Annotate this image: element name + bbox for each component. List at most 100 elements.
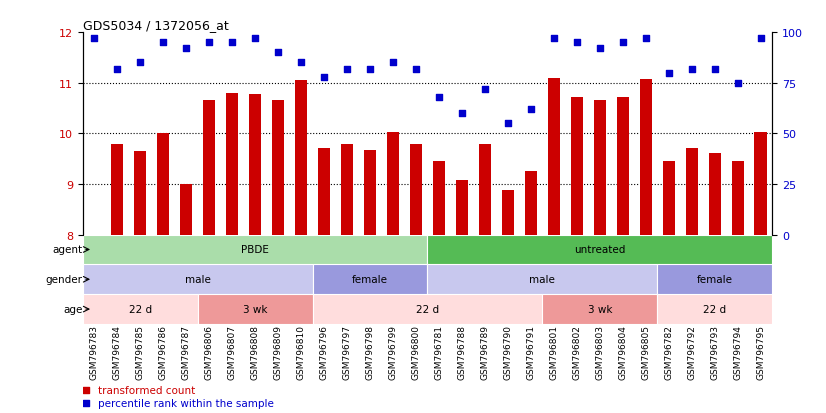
Point [639, 36, 653, 43]
Text: gender: gender [45, 275, 83, 285]
Text: GSM796795: GSM796795 [757, 324, 766, 379]
Point [686, 66, 699, 73]
Point [410, 66, 423, 73]
Text: 3 wk: 3 wk [243, 304, 268, 314]
Bar [732, 162, 744, 235]
Text: male: male [185, 275, 211, 285]
Point [249, 36, 262, 43]
Point [708, 66, 721, 73]
Point [754, 36, 767, 43]
Text: female: female [352, 275, 388, 285]
Text: 22 d: 22 d [129, 304, 152, 314]
Text: GSM796804: GSM796804 [619, 324, 628, 379]
Text: GSM796808: GSM796808 [250, 324, 259, 379]
Point [317, 74, 330, 81]
Text: GSM796785: GSM796785 [135, 324, 145, 379]
Text: GSM796806: GSM796806 [205, 324, 214, 379]
Bar [202, 101, 216, 235]
Text: GSM796783: GSM796783 [89, 324, 98, 379]
Text: GSM796802: GSM796802 [572, 324, 582, 379]
Bar [478, 145, 491, 235]
Bar [340, 145, 354, 235]
Text: transformed count: transformed count [97, 385, 195, 395]
Bar [83, 235, 428, 265]
Point [570, 40, 583, 46]
Bar [428, 235, 772, 265]
Bar [686, 148, 698, 235]
Bar [225, 94, 239, 235]
Text: GSM796794: GSM796794 [733, 324, 743, 379]
Text: GSM796797: GSM796797 [343, 324, 352, 379]
Bar [157, 134, 169, 235]
Text: GSM796803: GSM796803 [596, 324, 605, 379]
Point [478, 86, 491, 93]
Text: PBDE: PBDE [241, 245, 269, 255]
Text: GSM796782: GSM796782 [664, 324, 673, 379]
Point [731, 80, 744, 87]
Text: age: age [64, 304, 83, 314]
Bar [83, 294, 197, 324]
Bar [387, 133, 399, 235]
Point [593, 46, 606, 52]
Text: GSM796781: GSM796781 [434, 324, 444, 379]
Point [432, 94, 445, 101]
Point [156, 40, 169, 46]
Bar [456, 180, 468, 235]
Point [79, 399, 93, 406]
Text: GSM796787: GSM796787 [182, 324, 191, 379]
Bar [312, 265, 428, 294]
Point [272, 50, 285, 57]
Point [294, 60, 307, 66]
Text: GSM796801: GSM796801 [549, 324, 558, 379]
Point [548, 36, 561, 43]
Text: GSM796810: GSM796810 [297, 324, 306, 379]
Bar [272, 101, 284, 235]
Bar [662, 162, 675, 235]
Bar [428, 265, 657, 294]
Text: GSM796799: GSM796799 [388, 324, 397, 379]
Text: GDS5034 / 1372056_at: GDS5034 / 1372056_at [83, 19, 228, 32]
Point [455, 111, 468, 117]
Text: GSM796788: GSM796788 [458, 324, 467, 379]
Bar [312, 294, 543, 324]
Text: 3 wk: 3 wk [587, 304, 612, 314]
Point [179, 46, 192, 52]
Point [88, 36, 101, 43]
Text: GSM796800: GSM796800 [411, 324, 420, 379]
Bar [754, 133, 767, 235]
Text: GSM796807: GSM796807 [227, 324, 236, 379]
Bar [197, 294, 312, 324]
Bar [525, 172, 537, 235]
Text: GSM796786: GSM796786 [159, 324, 168, 379]
Text: agent: agent [53, 245, 83, 255]
Point [662, 70, 676, 77]
Bar [134, 152, 146, 235]
Text: 22 d: 22 d [703, 304, 726, 314]
Text: GSM796805: GSM796805 [641, 324, 650, 379]
Text: GSM796792: GSM796792 [687, 324, 696, 379]
Bar [295, 81, 307, 235]
Bar [639, 79, 653, 235]
Text: percentile rank within the sample: percentile rank within the sample [97, 398, 273, 408]
Bar [543, 294, 657, 324]
Text: female: female [697, 275, 733, 285]
Text: 22 d: 22 d [416, 304, 439, 314]
Bar [548, 78, 560, 235]
Point [202, 40, 216, 46]
Point [111, 66, 124, 73]
Bar [249, 95, 261, 235]
Text: GSM796791: GSM796791 [526, 324, 535, 379]
Bar [594, 101, 606, 235]
Bar [111, 145, 123, 235]
Bar [318, 148, 330, 235]
Text: GSM796784: GSM796784 [112, 324, 121, 379]
Point [363, 66, 377, 73]
Point [79, 387, 93, 394]
Bar [657, 265, 772, 294]
Text: GSM796793: GSM796793 [710, 324, 719, 379]
Bar [180, 185, 192, 235]
Bar [501, 190, 515, 235]
Text: GSM796796: GSM796796 [320, 324, 329, 379]
Bar [433, 162, 445, 235]
Text: GSM796798: GSM796798 [365, 324, 374, 379]
